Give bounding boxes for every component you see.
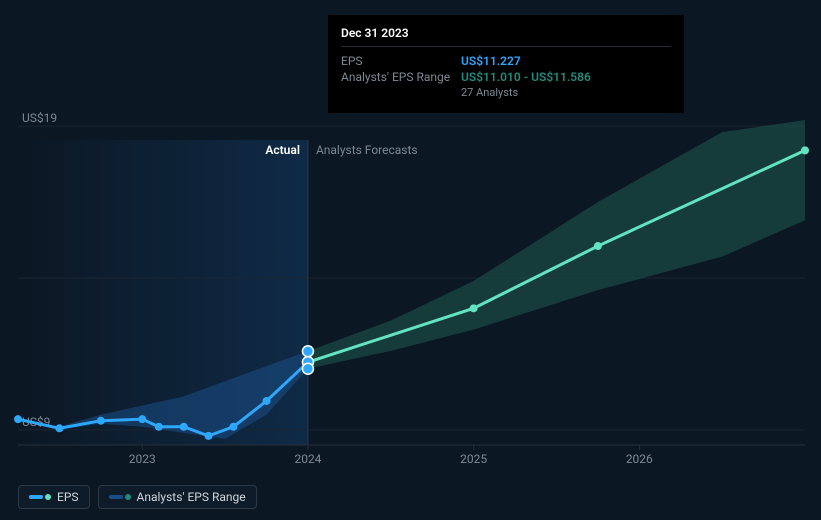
eps-marker: [138, 415, 146, 423]
legend-item-label: Analysts' EPS Range: [137, 490, 246, 504]
y-tick-label: US$19: [22, 111, 57, 125]
legend-swatch-dot: [125, 494, 131, 500]
tooltip-range-value: US$11.010 - US$11.586: [461, 69, 671, 85]
eps-marker: [180, 423, 188, 431]
x-tick-label: 2025: [460, 452, 487, 466]
tooltip-analysts-count: 27 Analysts: [461, 85, 671, 100]
forecast-region-label: Analysts Forecasts: [316, 143, 418, 157]
legend-swatch-line: [109, 495, 123, 499]
legend-item-label: EPS: [57, 490, 79, 504]
legend-swatch-line: [29, 495, 43, 499]
legend-item-0[interactable]: EPS: [18, 485, 90, 509]
tooltip-table: EPS US$11.227 Analysts' EPS Range US$11.…: [341, 53, 671, 100]
tooltip-eps-value: US$11.227: [461, 53, 671, 69]
eps-marker: [14, 415, 22, 423]
tooltip-range-label: Analysts' EPS Range: [341, 69, 461, 85]
eps-marker: [205, 432, 213, 440]
eps-marker: [263, 397, 271, 405]
eps-marker: [155, 423, 163, 431]
x-tick-label: 2026: [626, 452, 653, 466]
chart-legend: EPS Analysts' EPS Range: [18, 485, 257, 509]
tooltip-eps-label: EPS: [341, 53, 461, 69]
eps-marker: [594, 242, 602, 250]
eps-marker: [97, 417, 105, 425]
highlight-marker-lo: [302, 363, 313, 374]
legend-swatch-dot: [45, 494, 51, 500]
eps-marker: [470, 304, 478, 312]
eps-marker: [55, 424, 63, 432]
chart-tooltip: Dec 31 2023 EPS US$11.227 Analysts' EPS …: [329, 16, 683, 112]
x-tick-label: 2024: [294, 452, 321, 466]
eps-marker: [229, 423, 237, 431]
x-tick-label: 2023: [129, 452, 156, 466]
eps-marker: [801, 146, 809, 154]
tooltip-separator: [341, 46, 671, 47]
actual-region-label: Actual: [265, 143, 300, 157]
legend-item-1[interactable]: Analysts' EPS Range: [98, 485, 257, 509]
tooltip-date: Dec 31 2023: [341, 26, 671, 40]
highlight-marker-hi: [302, 346, 313, 357]
